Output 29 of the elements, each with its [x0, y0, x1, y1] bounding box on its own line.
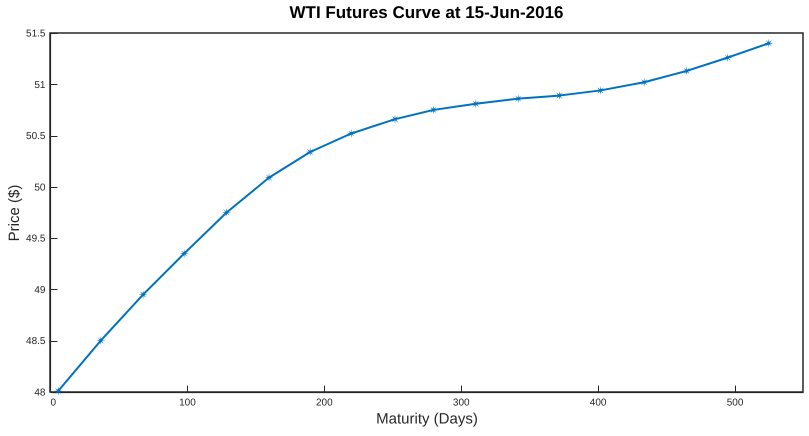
x-tick-label: 300: [452, 398, 470, 408]
point: [138, 290, 148, 300]
point: [682, 66, 692, 76]
point: [54, 386, 63, 396]
y-tick-label: 48.5: [26, 336, 46, 348]
point: [180, 249, 189, 258]
y-tick-label: 49.5: [26, 234, 46, 245]
y-tick-label: 50.5: [26, 131, 46, 142]
point: [264, 173, 274, 182]
point: [346, 129, 356, 138]
y-tick-label: 49: [34, 284, 46, 296]
y-tick-label: 51: [34, 80, 46, 91]
point: [306, 148, 315, 156]
x-tick-label: 0: [50, 398, 56, 408]
point: [222, 208, 232, 217]
x-axis-title: Maturity (Days): [376, 410, 478, 428]
y-tick-label: 48: [34, 388, 46, 398]
x-tick-label: 200: [316, 398, 334, 408]
y-axis-title: Price ($): [6, 184, 24, 242]
point: [764, 38, 774, 48]
x-tick-label: 500: [726, 398, 744, 408]
x-tick-label: 100: [179, 398, 196, 408]
point: [723, 53, 732, 62]
x-tick-label: 400: [590, 398, 607, 408]
chart-title: WTI Futures Curve at 15-Jun-2016: [290, 3, 564, 22]
point: [96, 336, 106, 346]
point: [390, 114, 400, 124]
y-tick-label: 50: [34, 182, 46, 194]
y-tick-label: 51.5: [26, 28, 46, 40]
